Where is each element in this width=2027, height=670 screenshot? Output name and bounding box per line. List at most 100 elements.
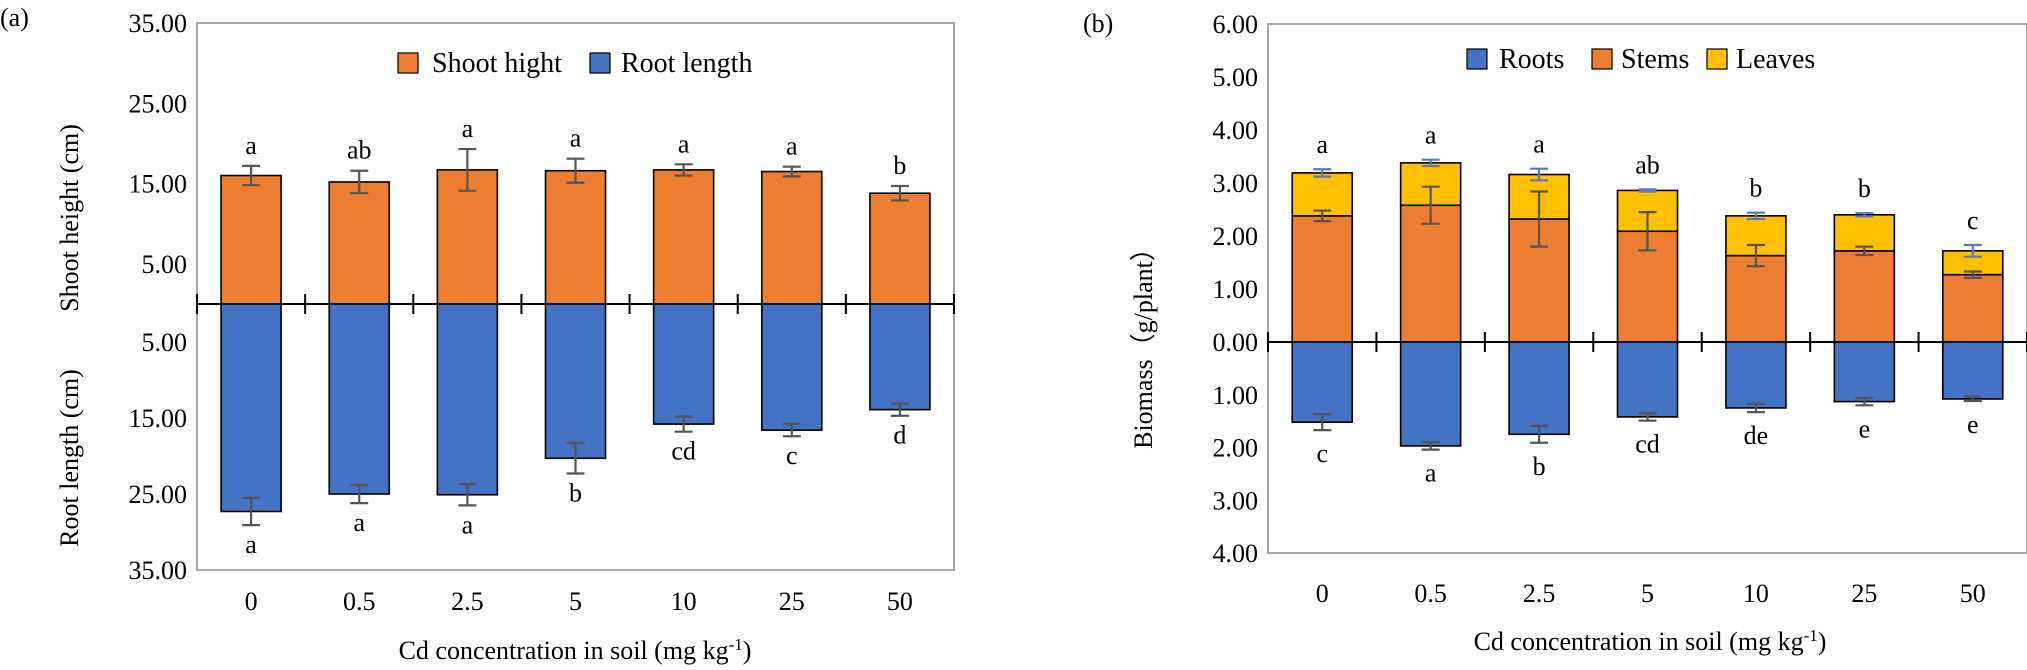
panel-b-xlabel: Cd concentration in soil (mg kg-1) bbox=[1474, 626, 1827, 656]
bar-stems bbox=[1941, 273, 2004, 343]
legend-swatch-roots bbox=[1466, 48, 1488, 70]
bar-root-length bbox=[544, 303, 607, 460]
letter-shoot-hight: ab bbox=[347, 136, 372, 165]
letter-root-length: cd bbox=[671, 437, 696, 466]
panel-b-legend: Roots Stems Leaves bbox=[1466, 44, 1815, 75]
panel-b-ytick-upper: 5.00 bbox=[1213, 63, 1259, 92]
errorbar-leaves bbox=[1313, 168, 1332, 178]
letter-shoot-hight: a bbox=[462, 114, 474, 143]
errorbar-roots bbox=[1963, 395, 1982, 403]
panel-b-ytick-upper: 6.00 bbox=[1213, 10, 1259, 39]
panel-a-xtick-label: 0.5 bbox=[343, 587, 376, 616]
panel-b: (b) Biomass（g/plant） Cd concentration in… bbox=[1083, 9, 2027, 656]
letter-roots: e bbox=[1859, 414, 1871, 443]
errorbar-leaves bbox=[1530, 167, 1549, 182]
errorbar-roots bbox=[1421, 441, 1440, 451]
letter-roots: b bbox=[1533, 452, 1546, 481]
letter-leaves-total: c bbox=[1967, 206, 1979, 235]
bar-root-length bbox=[328, 303, 391, 495]
bar-roots bbox=[1508, 341, 1570, 436]
letter-shoot-hight: b bbox=[893, 151, 906, 180]
legend-label-stems: Stems bbox=[1621, 44, 1689, 75]
errorbar-stems bbox=[1313, 209, 1332, 223]
errorbar-root-length bbox=[458, 483, 477, 507]
errorbar-root-length bbox=[674, 415, 693, 433]
panel-a-ytick-lower: 25.00 bbox=[129, 480, 188, 509]
panel-b-ytick-upper: 0.00 bbox=[1213, 328, 1259, 357]
panel-b-xtick-label: 50 bbox=[1960, 579, 1986, 608]
panel-a-ytick-lower: 5.00 bbox=[142, 328, 188, 357]
legend-swatch-shoot-hight bbox=[397, 52, 419, 74]
bar-shoot-hight bbox=[328, 181, 391, 305]
bar-shoot-hight bbox=[760, 170, 823, 305]
bar-shoot-hight bbox=[220, 174, 282, 305]
errorbar-root-length bbox=[350, 483, 369, 505]
errorbar-stems bbox=[1855, 245, 1874, 257]
errorbar-shoot-hight bbox=[674, 163, 693, 177]
panel-b-xtick-label: 25 bbox=[1851, 579, 1877, 608]
panel-a-xtick-label: 0 bbox=[245, 587, 258, 616]
panel-a-xtick-label: 10 bbox=[671, 587, 697, 616]
bar-stems bbox=[1833, 250, 1896, 343]
letter-leaves-total: a bbox=[1316, 130, 1328, 159]
panel-b-xtick-label: 0.5 bbox=[1414, 579, 1447, 608]
panel-b-ytick-lower: 2.00 bbox=[1213, 434, 1259, 463]
panel-b-ytick-upper: 3.00 bbox=[1213, 169, 1259, 198]
letter-root-length: d bbox=[893, 421, 906, 450]
panel-a-xlabel: Cd concentration in soil (mg kg-1) bbox=[399, 635, 752, 665]
errorbar-shoot-hight bbox=[350, 169, 369, 195]
panel-a-xtick-label: 50 bbox=[887, 587, 913, 616]
errorbar-roots bbox=[1313, 413, 1332, 432]
letter-shoot-hight: a bbox=[245, 131, 257, 160]
errorbar-stems bbox=[1963, 270, 1982, 279]
bar-roots bbox=[1833, 341, 1896, 403]
letter-root-length: a bbox=[353, 508, 365, 537]
bar-root-length bbox=[220, 303, 282, 513]
panel-a-ytick-upper: 35.00 bbox=[129, 9, 188, 38]
letter-leaves-total: a bbox=[1533, 130, 1545, 159]
panel-b-xtick-label: 2.5 bbox=[1523, 579, 1556, 608]
errorbar-roots bbox=[1638, 412, 1657, 422]
legend-swatch-leaves bbox=[1706, 48, 1728, 70]
letter-root-length: a bbox=[462, 510, 474, 539]
panel-b-marks: 0.00 1.00 2.00 3.00 4.00 5.00 6.00 1.00 2.00 3.00… bbox=[1213, 10, 2027, 608]
letter-root-length: a bbox=[245, 530, 257, 559]
panel-b-ytick-upper: 2.00 bbox=[1213, 222, 1259, 251]
bar-stems bbox=[1399, 204, 1462, 343]
bar-roots bbox=[1291, 341, 1354, 423]
panel-a-ytick-upper: 5.00 bbox=[142, 250, 188, 279]
panel-b-xtick-label: 10 bbox=[1743, 579, 1769, 608]
panel-a-marks: 5.00 15.00 25.00 35.00 5.00 15.00 25.00 35.00 0 a… bbox=[129, 9, 955, 616]
bar-shoot-hight bbox=[544, 169, 607, 305]
panel-a-ylabel-bottom: Root length (cm) bbox=[55, 369, 84, 547]
errorbar-shoot-hight bbox=[890, 184, 909, 202]
bar-root-length bbox=[869, 303, 931, 411]
letter-leaves-total: ab bbox=[1635, 150, 1660, 179]
legend-swatch-stems bbox=[1591, 48, 1613, 70]
errorbar-stems bbox=[1530, 190, 1549, 248]
errorbar-leaves bbox=[1963, 243, 1982, 258]
errorbar-stems bbox=[1746, 243, 1765, 268]
bar-roots bbox=[1399, 341, 1462, 447]
legend-label-leaves: Leaves bbox=[1736, 44, 1815, 75]
bar-roots bbox=[1616, 341, 1679, 418]
legend-swatch-root-length bbox=[589, 52, 611, 74]
letter-shoot-hight: a bbox=[678, 129, 690, 158]
panel-a-ytick-upper: 25.00 bbox=[129, 89, 188, 118]
errorbar-shoot-hight bbox=[782, 165, 801, 178]
panel-a-xtick-label: 2.5 bbox=[451, 587, 484, 616]
panel-b-xtick-label: 5 bbox=[1641, 579, 1654, 608]
panel-a-xtick-label: 5 bbox=[569, 587, 582, 616]
errorbar-root-length bbox=[890, 402, 909, 417]
errorbar-stems bbox=[1421, 185, 1440, 225]
letter-roots: e bbox=[1967, 410, 1979, 439]
letter-leaves-total: a bbox=[1425, 121, 1437, 150]
panel-b-ytick-lower: 4.00 bbox=[1213, 539, 1259, 568]
errorbar-leaves bbox=[1746, 211, 1765, 221]
bar-root-length bbox=[652, 303, 715, 425]
legend-label-root-length: Root length bbox=[621, 48, 752, 79]
letter-root-length: c bbox=[786, 441, 798, 470]
letter-root-length: b bbox=[569, 478, 582, 507]
errorbar-leaves bbox=[1638, 188, 1657, 193]
panel-b-ylabel: Biomass（g/plant） bbox=[1129, 235, 1158, 449]
